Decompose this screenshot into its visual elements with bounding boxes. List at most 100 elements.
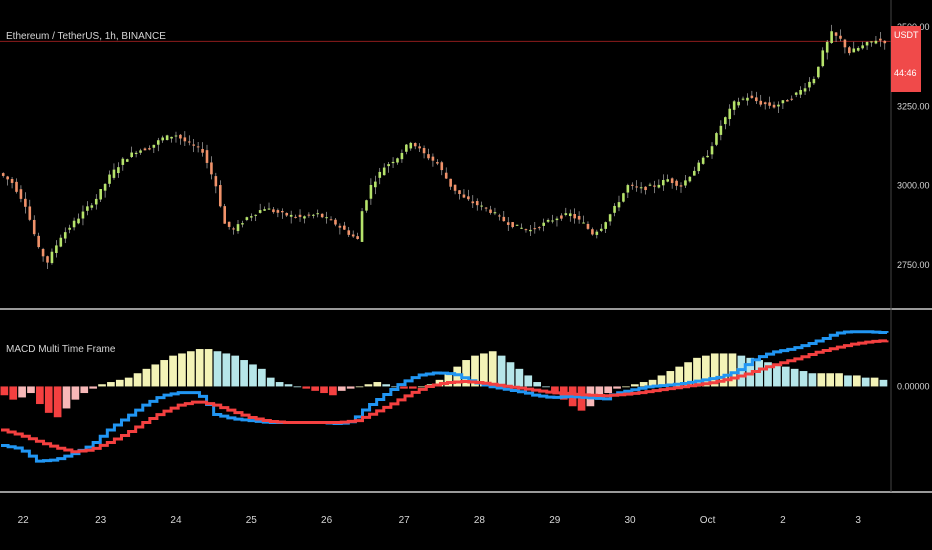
candle-body	[210, 162, 213, 175]
candle-body	[1, 173, 5, 176]
candle-body	[666, 179, 670, 182]
histogram-bar	[675, 366, 684, 387]
symbol-title: Ethereum / TetherUS, 1h, BINANCE	[6, 31, 166, 42]
time-tick-label: 25	[246, 515, 258, 526]
histogram-bar	[98, 384, 106, 387]
candle-body	[701, 157, 705, 164]
candle-body	[515, 224, 519, 226]
candle-body	[759, 100, 763, 105]
candle-body	[489, 209, 492, 213]
histogram-bar	[533, 382, 541, 387]
candle-body	[50, 251, 54, 264]
histogram-bar	[382, 384, 391, 387]
candle-body	[520, 227, 523, 229]
candle-body	[799, 89, 802, 95]
candle-body	[294, 216, 297, 218]
candle-body	[152, 144, 156, 148]
histogram-bar	[728, 353, 737, 387]
price-tag-currency: USDT	[894, 30, 919, 40]
histogram-bar	[364, 384, 373, 387]
candle-body	[786, 100, 789, 102]
candle-body	[568, 213, 572, 217]
candle-body	[688, 176, 692, 182]
candle-body	[179, 134, 182, 139]
candle-body	[848, 47, 851, 54]
candle-body	[24, 198, 27, 207]
candle-body	[750, 95, 754, 98]
candle-body	[657, 184, 661, 188]
candle-body	[524, 229, 528, 231]
candle-body	[781, 100, 785, 104]
candle-body	[595, 231, 599, 235]
time-tick-label: 22	[18, 515, 30, 526]
histogram-bar	[808, 373, 817, 387]
candle-body	[825, 41, 829, 53]
candle-body	[732, 101, 736, 110]
histogram-bar	[879, 379, 888, 387]
candle-body	[374, 181, 377, 188]
candle-body	[586, 223, 590, 229]
candle-body	[365, 200, 368, 211]
candle-body	[360, 211, 364, 242]
candle-body	[719, 125, 723, 135]
histogram-bar	[18, 386, 26, 398]
macd-line	[1, 330, 889, 463]
histogram-bar	[453, 366, 462, 387]
candle-body	[347, 230, 351, 235]
histogram-bar	[710, 353, 719, 387]
candle-body	[692, 170, 696, 176]
time-tick-label: 2	[780, 515, 786, 526]
histogram-bar	[266, 377, 275, 387]
histogram-bar	[329, 386, 337, 396]
histogram-bar	[417, 386, 426, 388]
histogram-bar	[337, 386, 346, 391]
candle-body	[630, 184, 634, 186]
candle-body	[644, 186, 647, 191]
candle-body	[772, 104, 776, 108]
time-tick-label: 3	[855, 515, 861, 526]
candle-body	[121, 158, 125, 165]
price-tick-label: 2750.00	[897, 260, 930, 270]
histogram-bar	[639, 382, 648, 387]
candle-body	[267, 208, 271, 210]
candle-body	[37, 235, 40, 248]
candle-body	[72, 220, 76, 228]
time-tick-label: 24	[170, 515, 182, 526]
candle-body	[444, 172, 448, 179]
histogram-bar	[275, 382, 284, 387]
candle-body	[431, 156, 435, 161]
histogram-bar	[169, 355, 177, 387]
macd-pane	[0, 330, 889, 463]
histogram-bar	[302, 386, 311, 389]
candle-body	[498, 215, 501, 217]
candle-body	[542, 222, 545, 226]
candle-body	[812, 78, 816, 84]
candle-body	[108, 174, 111, 184]
histogram-bar	[488, 351, 497, 387]
histogram-bar	[62, 386, 71, 409]
histogram-bar	[630, 384, 639, 387]
price-tag-box	[891, 26, 921, 92]
candle-body	[409, 142, 413, 149]
histogram-bar	[320, 386, 328, 394]
time-tick-label: 27	[399, 515, 411, 526]
histogram-bar	[799, 371, 808, 387]
candle-body	[387, 164, 390, 167]
histogram-bar	[115, 379, 124, 387]
candle-body	[227, 221, 231, 227]
candle-body	[165, 135, 169, 141]
candle-body	[236, 224, 240, 232]
candle-body	[856, 48, 860, 51]
candle-body	[746, 97, 749, 101]
histogram-bar	[817, 373, 826, 387]
candle-body	[356, 236, 359, 239]
candle-body	[139, 150, 142, 153]
candle-body	[462, 194, 466, 198]
candle-body	[852, 48, 856, 53]
candle-body	[661, 179, 665, 186]
histogram-bar	[852, 375, 861, 387]
candle-body	[81, 211, 85, 219]
candle-body	[187, 141, 191, 143]
